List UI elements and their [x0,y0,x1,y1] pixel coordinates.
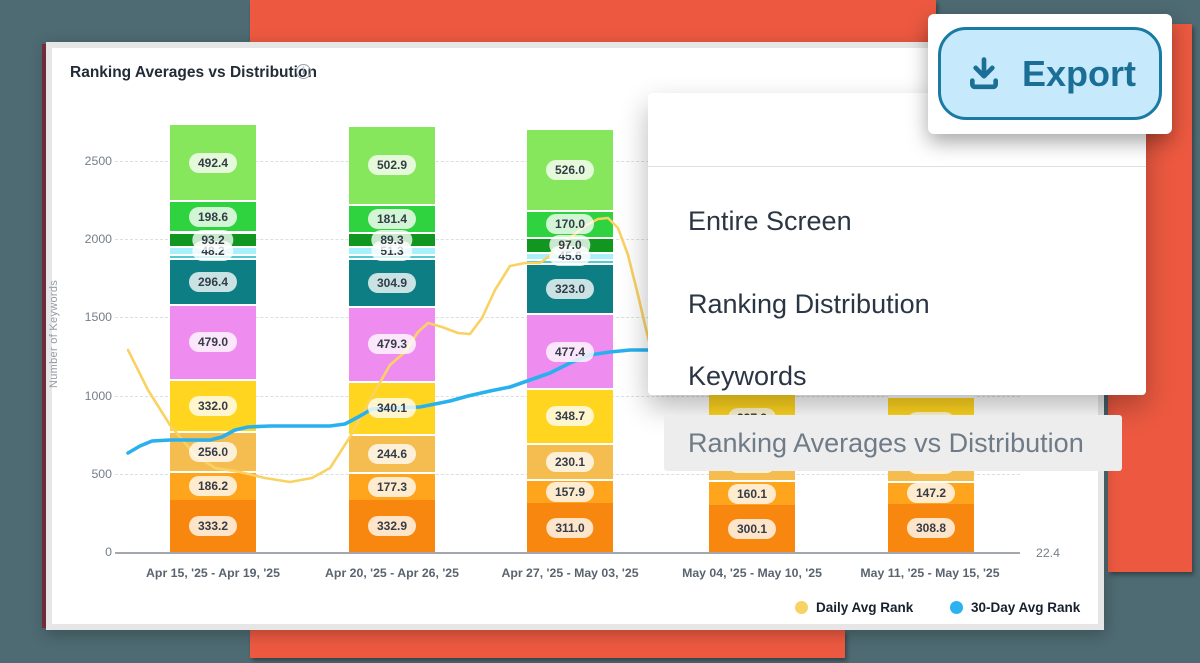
x-axis-line [115,552,1020,554]
bar-segment[interactable]: 311.0 [527,503,613,552]
export-dropdown-menu: Entire Screen Ranking Distribution Keyword… [648,93,1146,471]
bar-segment[interactable]: 526.0 [527,127,613,211]
bar-segment[interactable]: 93.2 [170,229,256,250]
segment-value-pill: 502.9 [367,155,417,176]
bar-segment[interactable]: 296.4 [170,257,256,304]
segment-value-pill: 348.7 [545,406,595,427]
bar-segment[interactable]: 170.0 [527,210,613,237]
bar-segment[interactable]: 332.0 [170,378,256,431]
bar-segment[interactable]: 479.3 [349,305,435,381]
background-red-sliver [42,44,48,628]
bar-segment[interactable]: 97.0 [527,235,613,256]
y-tick-label: 500 [91,466,112,481]
bar-segment[interactable]: 230.1 [527,442,613,479]
legend-item[interactable]: 30-Day Avg Rank [950,600,1080,615]
segment-value-pill: 526.0 [545,160,595,180]
bar-segment[interactable]: 502.9 [349,125,435,204]
legend-dot-icon [950,601,963,614]
x-tick-label: May 11, '25 - May 15, '25 [860,566,1000,580]
bar-segment[interactable]: 348.7 [527,388,613,443]
segment-value-pill: 304.9 [367,272,417,293]
segment-value-pill: 477.4 [545,341,595,362]
bar-segment[interactable]: 160.1 [709,480,795,506]
segment-value-pill: 147.2 [906,483,956,504]
export-button-card: Export [928,14,1172,134]
y-tick-label: 0 [105,545,112,559]
segment-value-pill: 170.0 [545,214,595,235]
background-orange-top-band [250,0,936,42]
segment-value-pill: 323.0 [545,279,595,300]
segment-value-pill: 308.8 [906,517,956,538]
segment-value-pill: 177.3 [367,477,417,498]
segment-value-pill: 311.0 [546,517,594,538]
segment-value-pill: 198.6 [188,206,238,227]
segment-value-pill: 479.0 [188,332,238,353]
menu-item-entire-screen[interactable]: Entire Screen [688,205,852,236]
y-tick-label: 1500 [84,310,112,325]
bar-segment[interactable]: 323.0 [527,262,613,314]
background-orange-bottom-band [250,630,845,658]
right-axis-tick-label: 22.4 [1036,546,1060,560]
segment-value-pill: 492.4 [188,152,238,173]
download-icon [969,56,998,89]
segment-value-pill: 160.1 [727,483,777,504]
segment-value-pill: 93.2 [192,229,234,250]
bar-segment[interactable]: 308.8 [888,503,974,552]
menu-item-ranking-distribution[interactable]: Ranking Distribution [688,288,930,319]
x-tick-label: May 04, '25 - May 10, '25 [682,566,822,580]
legend-label: 30-Day Avg Rank [971,600,1081,615]
segment-value-pill: 333.2 [188,515,238,536]
y-tick-label: 2500 [84,154,112,168]
segment-value-pill: 300.1 [727,518,777,539]
bar-segment[interactable]: 477.4 [527,313,613,389]
segment-value-pill: 97.0 [549,235,591,256]
bar-segment[interactable]: 492.4 [170,123,256,201]
bar-segment[interactable]: 479.0 [170,303,256,379]
segment-value-pill: 340.1 [367,398,417,419]
x-tick-label: Apr 15, '25 - Apr 19, '25 [146,566,280,580]
y-tick-label: 1000 [84,388,112,403]
info-icon[interactable]: i [296,64,311,79]
legend-item[interactable]: Daily Avg Rank [795,600,913,615]
segment-value-pill: 157.9 [545,482,595,502]
segment-value-pill: 332.9 [367,515,417,536]
legend-label: Daily Avg Rank [816,600,914,615]
bar-segment[interactable]: 186.2 [170,470,256,500]
bar-segment[interactable]: 177.3 [349,472,435,500]
segment-value-pill: 181.4 [367,209,417,229]
segment-value-pill: 230.1 [545,451,595,472]
bar-segment[interactable]: 332.9 [349,499,435,552]
bar-segment[interactable]: 89.3 [349,230,435,251]
export-button-label: Export [1021,52,1136,94]
bar-segment[interactable]: 157.9 [527,478,613,504]
menu-item-ranking-averages-vs-distribution[interactable]: Ranking Averages vs Distribution [664,415,1122,471]
bar-segment[interactable]: 244.6 [349,433,435,473]
segment-value-pill: 296.4 [188,271,238,292]
menu-divider [648,166,1146,167]
segment-value-pill: 244.6 [367,444,417,465]
bar-segment[interactable]: 181.4 [349,203,435,233]
bar-segment[interactable]: 300.1 [709,505,795,552]
x-tick-label: Apr 27, '25 - May 03, '25 [501,566,639,580]
segment-value-pill: 256.0 [188,441,238,462]
segment-value-pill: 332.0 [188,395,238,416]
bar-segment[interactable]: 147.2 [888,480,974,504]
legend-dot-icon [795,601,808,614]
chart-title: Ranking Averages vs Distribution [70,64,317,81]
bar-segment[interactable]: 304.9 [349,258,435,306]
segment-value-pill: 186.2 [188,476,238,497]
segment-value-pill: 89.3 [371,230,413,251]
x-tick-label: Apr 20, '25 - Apr 26, '25 [325,566,459,580]
segment-value-pill: 479.3 [367,334,417,355]
bar-segment[interactable]: 340.1 [349,380,435,434]
export-button[interactable]: Export [938,27,1162,120]
bar-segment[interactable]: 198.6 [170,200,256,232]
bar-segment[interactable]: 333.2 [170,499,256,552]
menu-item-keywords[interactable]: Keywords [688,360,807,391]
bar-segment[interactable]: 256.0 [170,430,256,471]
y-tick-label: 2000 [84,232,112,247]
